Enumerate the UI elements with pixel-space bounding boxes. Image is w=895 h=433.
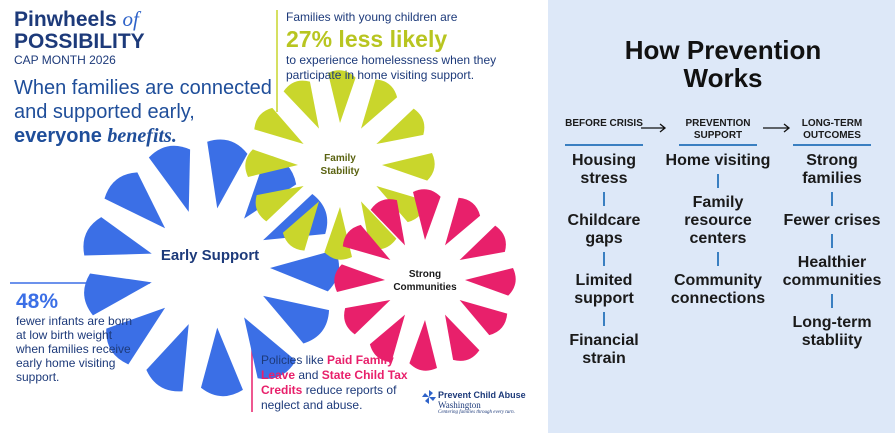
flow-item: Long-term stabliity bbox=[792, 314, 872, 349]
right-panel: How Prevention Works BEFORE CRISIS Housin… bbox=[548, 0, 895, 433]
headline-emphasis: everyone bbox=[14, 125, 102, 147]
pinwheel-petal bbox=[245, 149, 298, 177]
pinwheel-label: Early Support bbox=[160, 247, 260, 264]
policy-bold: State Child Tax Credits bbox=[261, 368, 408, 397]
arrow bbox=[641, 123, 667, 133]
flow-item: Family resource centers bbox=[684, 194, 752, 247]
connector bbox=[603, 252, 605, 266]
pinwheel-petal bbox=[207, 139, 248, 209]
pinwheel-petal bbox=[342, 224, 391, 260]
pinwheel-art bbox=[10, 10, 516, 412]
column-header: BEFORE CRISIS bbox=[565, 118, 643, 146]
pinwheel-petal bbox=[254, 107, 304, 144]
arrow bbox=[763, 123, 791, 133]
pinwheel-petal bbox=[328, 70, 356, 123]
pinwheel-petal bbox=[413, 189, 441, 240]
pinwheel-petal bbox=[445, 197, 481, 246]
pinwheel-petal bbox=[270, 250, 340, 292]
brand-title: Pinwheels bbox=[14, 8, 117, 31]
pinwheel-petal bbox=[369, 314, 405, 363]
pinwheel-petal bbox=[255, 186, 304, 222]
subtitle: CAP MONTH 2026 bbox=[14, 53, 116, 67]
pinwheel-petal bbox=[409, 320, 437, 371]
stat-left: 48% fewer infants are born at low birth … bbox=[16, 290, 136, 384]
flow-item: Childcare gaps bbox=[567, 212, 641, 247]
flow-column: BEFORE CRISIS Housing stress Childcare gap… bbox=[548, 118, 660, 368]
pinwheel-label: Strong Communities bbox=[393, 269, 457, 293]
flow-item: Limited support bbox=[574, 272, 634, 307]
headline-emphasis: benefits. bbox=[107, 125, 177, 147]
stat-highlight: 27% less likely bbox=[286, 26, 448, 52]
brand-of: of bbox=[122, 7, 139, 31]
stat-text: to experience homelessness when they par… bbox=[286, 53, 497, 82]
pinwheel-petal bbox=[376, 186, 426, 223]
column-header: PREVENTION SUPPORT bbox=[679, 118, 757, 146]
pinwheel-petal bbox=[382, 153, 435, 181]
pinwheel-petal bbox=[263, 193, 328, 241]
pinwheel-petal bbox=[334, 264, 385, 292]
panel-title: How Prevention Works bbox=[624, 35, 822, 93]
stat-top: Families with young children are 27% les… bbox=[286, 10, 506, 83]
pinwheel-petal bbox=[200, 327, 243, 397]
arrows bbox=[641, 123, 791, 133]
brand-bold: POSSIBILITY bbox=[14, 30, 145, 53]
logo-state: Washington bbox=[438, 400, 481, 410]
pinwheel-petal bbox=[282, 201, 319, 251]
flow-item: Fewer crises bbox=[783, 212, 881, 229]
connector bbox=[603, 312, 605, 326]
stat-highlight: 48% bbox=[16, 290, 59, 313]
connector bbox=[717, 252, 719, 266]
connector bbox=[831, 192, 833, 206]
logo-name: Prevent Child Abuse bbox=[438, 390, 526, 400]
policy-text: reduce reports of neglect and abuse. bbox=[261, 383, 397, 412]
pinwheel-petal bbox=[459, 300, 508, 336]
headline-text: When families are connected and supporte… bbox=[14, 77, 272, 123]
connector bbox=[831, 234, 833, 248]
policy: Policies like Paid Family Leave and Stat… bbox=[261, 353, 411, 413]
pinwheel-petal bbox=[376, 108, 425, 144]
logo-icon bbox=[422, 390, 436, 404]
flow-item: Home visiting bbox=[665, 152, 771, 169]
flow-item: Community connections bbox=[670, 272, 766, 307]
pinwheel-petal bbox=[148, 145, 191, 212]
pinwheel-petal bbox=[104, 172, 166, 229]
stat-intro: Families with young children are bbox=[286, 10, 458, 24]
connector bbox=[831, 294, 833, 308]
left-panel: Pinwheels of POSSIBILITY CAP MONTH 2026 … bbox=[10, 8, 547, 415]
policy-bold: Paid Family Leave bbox=[261, 353, 394, 382]
pinwheel-petal bbox=[459, 225, 506, 260]
pinwheel-petal bbox=[283, 80, 319, 129]
logo: Prevent Child Abuse Washington Centering… bbox=[422, 390, 547, 415]
pinwheel-petal bbox=[361, 79, 398, 129]
policy-text: Policies like bbox=[261, 353, 324, 367]
pinwheel-petal bbox=[465, 268, 516, 296]
pinwheel-petal bbox=[244, 317, 296, 379]
pinwheel-petal bbox=[445, 314, 480, 361]
column-header: LONG-TERM OUTCOMES bbox=[793, 118, 871, 146]
flow-column: LONG-TERM OUTCOMES Strong families Fewer c… bbox=[776, 118, 888, 350]
flow-column: PREVENTION SUPPORT Home visiting Family re… bbox=[662, 118, 774, 308]
connector bbox=[603, 192, 605, 206]
pinwheel-petal bbox=[344, 300, 391, 335]
flow-item: Healthier communities bbox=[782, 254, 882, 289]
flow-item: Strong families bbox=[802, 152, 862, 187]
headline: When families are connected and supporte… bbox=[14, 76, 276, 148]
pinwheel-petal bbox=[84, 273, 152, 316]
pinwheel-petal bbox=[263, 295, 330, 344]
flow-item: Housing stress bbox=[572, 152, 636, 187]
logo-tagline: Centering families through every turn. bbox=[438, 410, 515, 415]
pinwheel-label: Family Stability bbox=[320, 153, 360, 177]
flow-item: Financial strain bbox=[569, 332, 639, 367]
pinwheel-petal bbox=[83, 217, 152, 256]
pinwheel-petal bbox=[106, 307, 166, 365]
pinwheel-petal bbox=[370, 199, 405, 246]
policy-text: and bbox=[298, 368, 319, 382]
stat-text: fewer infants are born at low birth weig… bbox=[16, 314, 133, 384]
connector bbox=[717, 174, 719, 188]
pinwheel-petal bbox=[146, 324, 189, 392]
brand: Pinwheels of POSSIBILITY bbox=[14, 8, 145, 53]
